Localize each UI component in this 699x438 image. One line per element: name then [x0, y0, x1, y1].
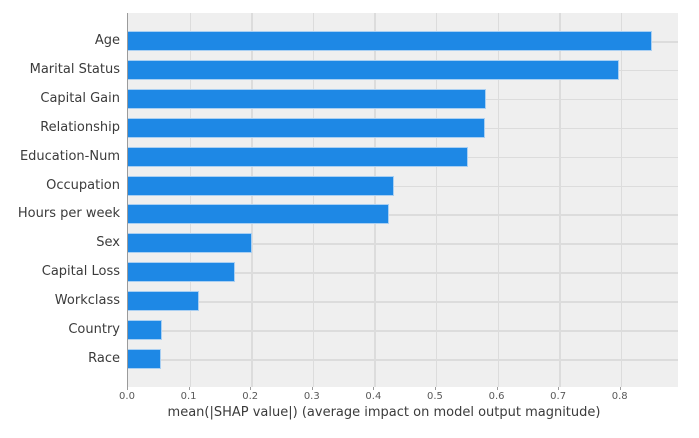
x-tick-mark	[558, 387, 560, 390]
x-tick-label: 0.8	[611, 391, 628, 402]
x-tick-mark	[188, 387, 190, 390]
x-tick-label: 0.4	[365, 391, 382, 402]
y-gridline	[128, 214, 678, 216]
x-gridline	[312, 13, 315, 387]
x-gridline	[251, 13, 253, 387]
x-tick-mark	[127, 387, 128, 390]
bar-hours-per-week	[128, 204, 389, 225]
x-tick-label: 0.1	[180, 391, 197, 402]
bar-race	[128, 349, 161, 369]
y-gridline	[128, 359, 678, 361]
y-gridline	[128, 330, 678, 332]
y-label-capital-loss: Capital Loss	[41, 264, 120, 280]
bar-capital-loss	[128, 262, 235, 283]
y-gridline	[128, 301, 678, 303]
bar-country	[128, 320, 162, 341]
y-label-occupation: Occupation	[46, 177, 120, 193]
x-tick-mark	[250, 387, 252, 390]
x-gridline	[620, 13, 623, 387]
bar-capital-gain	[128, 88, 487, 109]
bar-workclass	[128, 291, 200, 312]
y-label-sex: Sex	[96, 235, 120, 251]
plot-area	[127, 13, 678, 387]
bar-marital-status	[128, 59, 619, 80]
x-tick-mark	[434, 387, 436, 390]
x-tick-mark	[373, 387, 375, 390]
x-gridline	[497, 13, 500, 387]
x-tick-label: 0.7	[550, 391, 567, 402]
x-tick-mark	[311, 387, 313, 390]
x-tick-label: 0.3	[303, 391, 320, 402]
y-label-workclass: Workclass	[54, 293, 120, 309]
y-gridline	[128, 272, 678, 274]
y-label-race: Race	[88, 351, 120, 366]
y-label-hours-per-week: Hours per week	[17, 206, 120, 222]
x-tick-label: 0.6	[488, 391, 505, 402]
x-tick-mark	[496, 387, 498, 390]
x-tick-label: 0.2	[242, 391, 259, 402]
y-gridline	[128, 185, 678, 188]
bar-education-num	[128, 146, 468, 167]
x-tick-label: 0.5	[426, 391, 443, 402]
x-axis-label: mean(|SHAP value|) (average impact on mo…	[167, 405, 601, 420]
x-gridline	[189, 13, 192, 387]
y-label-education-num: Education-Num	[19, 148, 120, 164]
y-gridline	[128, 243, 678, 245]
y-label-relationship: Relationship	[40, 119, 120, 135]
bar-relationship	[128, 117, 486, 138]
x-gridline	[559, 13, 561, 387]
x-gridline	[435, 13, 438, 387]
y-label-capital-gain: Capital Gain	[40, 90, 120, 106]
bar-age	[128, 31, 652, 51]
y-label-age: Age	[94, 33, 120, 48]
y-label-country: Country	[68, 322, 120, 338]
x-tick-mark	[619, 387, 621, 390]
bar-occupation	[128, 175, 395, 196]
bar-sex	[128, 233, 252, 254]
x-tick-label: 0.0	[119, 391, 135, 402]
x-gridline	[374, 13, 376, 387]
y-label-marital-status: Marital Status	[29, 61, 120, 77]
